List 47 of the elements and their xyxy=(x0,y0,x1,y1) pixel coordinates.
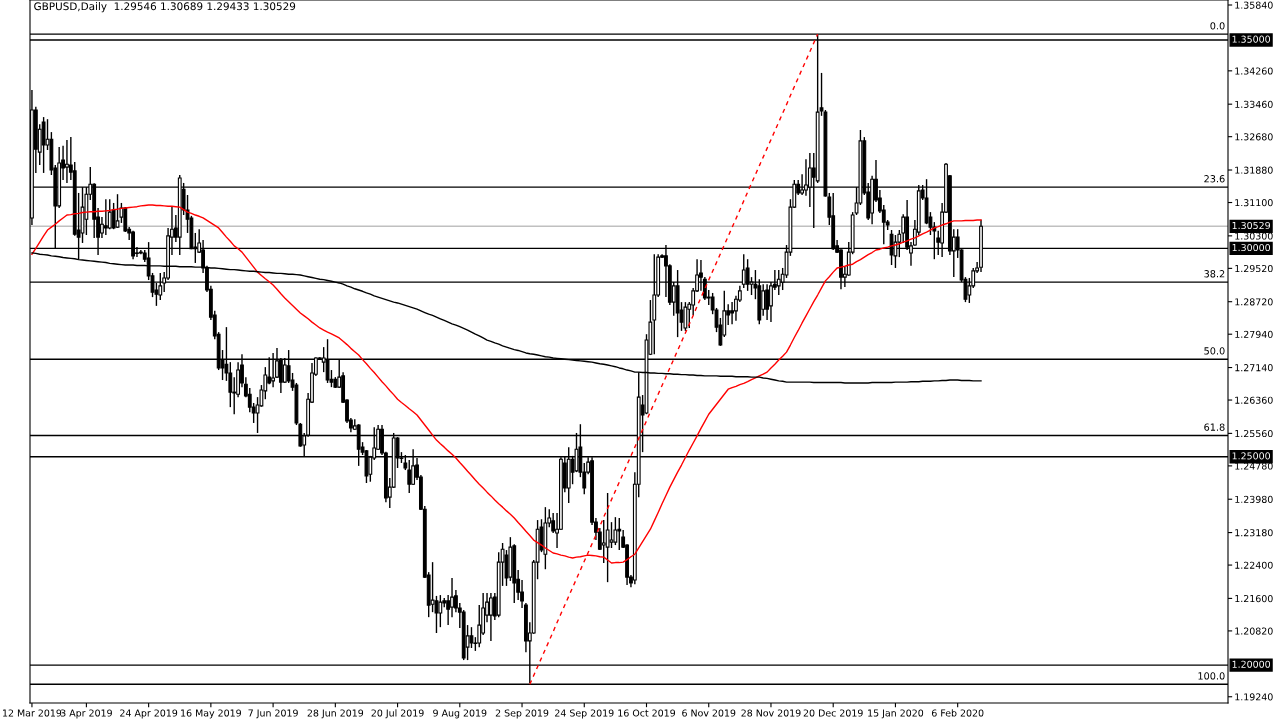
x-tick-label: 24 Sep 2019 xyxy=(555,709,614,719)
y-tick-label: 1.31880 xyxy=(1235,166,1273,174)
x-tick-label: 2 Sep 2019 xyxy=(495,709,549,719)
y-tick-label: 1.23180 xyxy=(1235,529,1273,537)
ref-line-label: 1.30000 xyxy=(1232,243,1271,252)
y-tick-label: 1.31100 xyxy=(1235,199,1273,207)
y-tick-label: 1.27140 xyxy=(1235,364,1273,372)
y-tick-label: 1.30300 xyxy=(1235,232,1273,240)
y-tick-label: 1.28720 xyxy=(1235,298,1273,306)
y-tick-label: 1.33460 xyxy=(1235,100,1273,108)
y-tick-label: 1.26360 xyxy=(1235,396,1273,404)
chart-title: GBPUSD,Daily 1.29546 1.30689 1.29433 1.30529 xyxy=(34,2,296,13)
annotation: 100.0 xyxy=(1198,672,1225,680)
x-tick-label: 20 Jul 2019 xyxy=(371,709,424,719)
x-tick-label: 28 Nov 2019 xyxy=(741,709,801,717)
annotation: 50.0 xyxy=(1204,347,1225,355)
x-tick-label: 28 Jun 2019 xyxy=(307,709,364,719)
ref-line-label: 1.30529 xyxy=(1232,221,1270,230)
annotation: 23.6 xyxy=(1204,175,1225,183)
y-tick-label: 1.21600 xyxy=(1235,594,1273,603)
annotation: 61.8 xyxy=(1204,423,1225,431)
x-tick-label: 6 Nov 2019 xyxy=(682,709,736,717)
annotation: 0.0 xyxy=(1210,22,1225,30)
y-tick-label: 1.22400 xyxy=(1235,561,1273,569)
x-tick-label: 24 Apr 2019 xyxy=(120,709,178,719)
y-tick-label: 1.19240 xyxy=(1235,693,1273,701)
y-tick-label: 1.34260 xyxy=(1235,67,1273,75)
y-tick-label: 1.27940 xyxy=(1235,330,1273,338)
y-tick-label: 1.29520 xyxy=(1235,264,1273,273)
x-tick-label: 9 Aug 2019 xyxy=(433,709,487,719)
x-tick-label: 3 Apr 2019 xyxy=(60,709,112,719)
ref-line-label: 1.25000 xyxy=(1232,452,1271,460)
ref-line-label: 1.35000 xyxy=(1232,35,1271,43)
y-tick-label: 1.25560 xyxy=(1235,429,1273,438)
y-tick-label: 1.23980 xyxy=(1235,495,1273,503)
y-tick-label: 1.35840 xyxy=(1235,1,1273,9)
x-tick-label: 6 Feb 2020 xyxy=(931,709,984,717)
x-tick-label: 16 May 2019 xyxy=(181,709,241,719)
annotation: 38.2 xyxy=(1204,270,1225,278)
x-tick-label: 12 Mar 2019 xyxy=(3,709,62,717)
x-tick-label: 16 Oct 2019 xyxy=(618,709,676,717)
ref-line-label: 1.20000 xyxy=(1232,660,1271,668)
x-tick-label: 7 Jun 2019 xyxy=(248,709,298,719)
y-tick-label: 1.32680 xyxy=(1235,133,1273,141)
y-tick-label: 1.20820 xyxy=(1235,627,1273,635)
x-tick-label: 15 Jan 2020 xyxy=(868,709,924,719)
x-tick-label: 20 Dec 2019 xyxy=(803,709,863,717)
